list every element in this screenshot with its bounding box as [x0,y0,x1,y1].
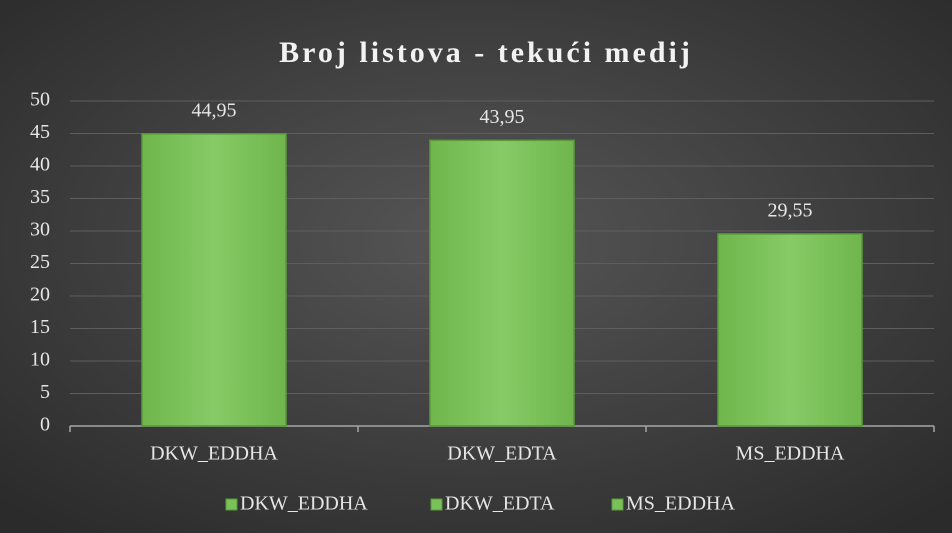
bar [141,133,287,427]
x-tick-label: DKW_EDDHA [150,443,278,465]
legend-label: MS_EDDHA [626,493,735,515]
x-tick-label: MS_EDDHA [736,443,845,465]
legend-label: DKW_EDTA [445,493,555,515]
legend-swatch [225,498,238,511]
y-tick-label: 15 [30,316,50,338]
bar [717,233,863,427]
y-tick-label: 5 [40,381,50,403]
data-label: 43,95 [480,106,525,128]
y-tick-label: 10 [30,349,50,371]
y-tick-label: 0 [40,414,50,436]
data-label: 29,55 [768,200,813,222]
y-tick-label: 45 [30,121,50,143]
y-tick-label: 25 [30,251,50,273]
y-tick-label: 20 [30,284,50,306]
chart-title: Broj listova - tekući medij [279,36,693,69]
y-tick-label: 35 [30,186,50,208]
legend-swatch [611,498,624,511]
bar [429,139,575,427]
legend-swatch [430,498,443,511]
x-tick-label: DKW_EDTA [447,443,557,465]
legend-label: DKW_EDDHA [240,493,368,515]
y-tick-label: 30 [30,219,50,241]
data-label: 44,95 [192,99,237,121]
y-tick-label: 40 [30,154,50,176]
y-tick-label: 50 [30,89,50,111]
